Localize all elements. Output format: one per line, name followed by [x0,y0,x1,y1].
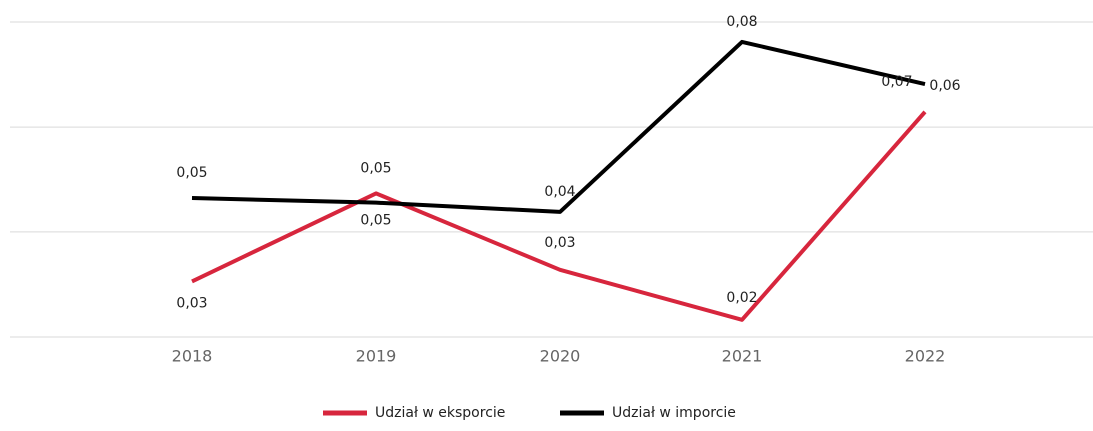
data-label: 0,08 [726,14,757,30]
line-series [191,110,927,322]
x-tick-label: 2018 [172,347,213,366]
data-label: 0,07 [881,74,912,90]
data-label: 0,03 [176,295,207,311]
legend-label: Udział w eksporcie [375,405,505,421]
data-label: 0,05 [176,165,207,181]
data-label: 0,02 [726,290,757,306]
x-tick-label: 2021 [722,347,763,366]
legend-label: Udział w imporcie [612,405,736,421]
data-label: 0,06 [929,78,960,94]
data-label: 0,05 [360,160,391,176]
data-label: 0,03 [544,235,575,251]
line-series [191,39,926,214]
x-tick-label: 2020 [540,347,581,366]
data-label: 0,04 [544,184,575,200]
x-tick-label: 2019 [356,347,397,366]
data-label: 0,05 [360,213,391,229]
x-tick-label: 2022 [905,347,946,366]
